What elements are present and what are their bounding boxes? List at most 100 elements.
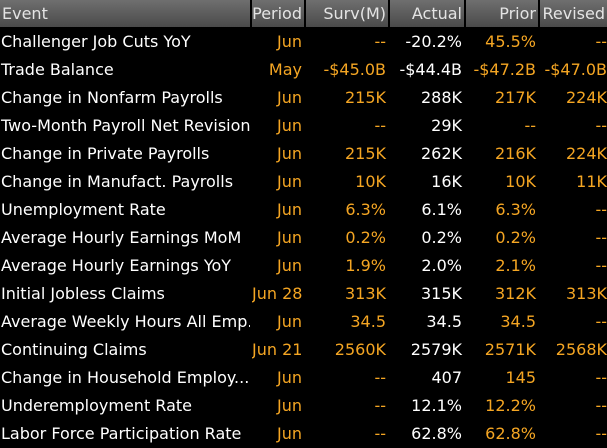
table-row[interactable]: Trade Balance May -$45.0B -$44.4B -$47.2B -$4… — [0, 56, 607, 84]
table-body: Challenger Job Cuts YoY Jun -- -20.2% 45.5% -… — [0, 28, 607, 448]
table-row[interactable]: Two-Month Payroll Net Revision Jun -- 29K --… — [0, 112, 607, 140]
prior-cell: 145 — [466, 364, 538, 392]
actual-cell: 62.8% — [390, 420, 464, 448]
period-cell: Jun 28 — [252, 280, 304, 308]
actual-cell: -20.2% — [390, 28, 464, 56]
survey-cell: -- — [306, 392, 388, 420]
prior-cell: 6.3% — [466, 196, 538, 224]
survey-cell: 34.5 — [306, 308, 388, 336]
actual-cell: 2579K — [390, 336, 464, 364]
actual-cell: 0.2% — [390, 224, 464, 252]
actual-cell: 407 — [390, 364, 464, 392]
period-cell: Jun 21 — [252, 336, 304, 364]
period-cell: Jun — [252, 364, 304, 392]
table-row[interactable]: Labor Force Participation Rate Jun -- 62.8%… — [0, 420, 607, 448]
revised-cell: 224K — [540, 140, 607, 168]
column-header-revised[interactable]: Revised — [540, 0, 607, 27]
period-cell: Jun — [252, 308, 304, 336]
revised-cell: -- — [540, 364, 607, 392]
revised-cell: -- — [540, 112, 607, 140]
revised-cell: -- — [540, 252, 607, 280]
survey-cell: -$45.0B — [306, 56, 388, 84]
table-row[interactable]: Underemployment Rate Jun -- 12.1% 12.2% -- — [0, 392, 607, 420]
prior-cell: 312K — [466, 280, 538, 308]
actual-cell: 12.1% — [390, 392, 464, 420]
column-header-actual[interactable]: Actual — [390, 0, 464, 27]
actual-cell: 6.1% — [390, 196, 464, 224]
column-header-event[interactable]: Event — [0, 0, 250, 27]
event-cell: Labor Force Participation Rate — [0, 420, 250, 448]
actual-cell: 34.5 — [390, 308, 464, 336]
table-row[interactable]: Initial Jobless Claims Jun 28 313K 315K 312K… — [0, 280, 607, 308]
period-cell: Jun — [252, 168, 304, 196]
survey-cell: 215K — [306, 140, 388, 168]
event-cell: Change in Household Employ... — [0, 364, 250, 392]
period-cell: Jun — [252, 28, 304, 56]
actual-cell: 29K — [390, 112, 464, 140]
table-row[interactable]: Average Hourly Earnings MoM Jun 0.2% 0.2% 0.… — [0, 224, 607, 252]
table-row[interactable]: Average Weekly Hours All Emp... Jun 34.5 34… — [0, 308, 607, 336]
event-cell: Underemployment Rate — [0, 392, 250, 420]
period-cell: Jun — [252, 196, 304, 224]
survey-cell: 1.9% — [306, 252, 388, 280]
period-cell: Jun — [252, 112, 304, 140]
revised-cell: 224K — [540, 84, 607, 112]
table-row[interactable]: Challenger Job Cuts YoY Jun -- -20.2% 45.5% -… — [0, 28, 607, 56]
event-cell: Change in Private Payrolls — [0, 140, 250, 168]
survey-cell: -- — [306, 420, 388, 448]
actual-cell: 262K — [390, 140, 464, 168]
prior-cell: 62.8% — [466, 420, 538, 448]
revised-cell: 11K — [540, 168, 607, 196]
revised-cell: -- — [540, 392, 607, 420]
event-cell: Initial Jobless Claims — [0, 280, 250, 308]
table-row[interactable]: Change in Household Employ... Jun -- 407 145… — [0, 364, 607, 392]
prior-cell: 2571K — [466, 336, 538, 364]
survey-cell: -- — [306, 112, 388, 140]
actual-cell: -$44.4B — [390, 56, 464, 84]
table-row[interactable]: Average Hourly Earnings YoY Jun 1.9% 2.0% 2.… — [0, 252, 607, 280]
actual-cell: 315K — [390, 280, 464, 308]
table-row[interactable]: Change in Nonfarm Payrolls Jun 215K 288K 217… — [0, 84, 607, 112]
event-cell: Average Hourly Earnings MoM — [0, 224, 250, 252]
period-cell: Jun — [252, 84, 304, 112]
table-row[interactable]: Change in Private Payrolls Jun 215K 262K 216… — [0, 140, 607, 168]
table-row[interactable]: Change in Manufact. Payrolls Jun 10K 16K 10K… — [0, 168, 607, 196]
period-cell: Jun — [252, 392, 304, 420]
table-row[interactable]: Continuing Claims Jun 21 2560K 2579K 2571K 25… — [0, 336, 607, 364]
table-header: Event Period Surv(M) Actual Prior Revise… — [0, 0, 607, 28]
revised-cell: 313K — [540, 280, 607, 308]
actual-cell: 16K — [390, 168, 464, 196]
period-cell: May — [252, 56, 304, 84]
table-row[interactable]: Unemployment Rate Jun 6.3% 6.1% 6.3% -- — [0, 196, 607, 224]
event-cell: Average Weekly Hours All Emp... — [0, 308, 250, 336]
prior-cell: 12.2% — [466, 392, 538, 420]
survey-cell: 215K — [306, 84, 388, 112]
column-header-survey[interactable]: Surv(M) — [306, 0, 388, 27]
event-cell: Trade Balance — [0, 56, 250, 84]
revised-cell: 2568K — [540, 336, 607, 364]
prior-cell: -$47.2B — [466, 56, 538, 84]
actual-cell: 288K — [390, 84, 464, 112]
survey-cell: 6.3% — [306, 196, 388, 224]
survey-cell: 313K — [306, 280, 388, 308]
prior-cell: 216K — [466, 140, 538, 168]
column-header-period[interactable]: Period — [252, 0, 304, 27]
event-cell: Continuing Claims — [0, 336, 250, 364]
survey-cell: 0.2% — [306, 224, 388, 252]
period-cell: Jun — [252, 252, 304, 280]
prior-cell: 217K — [466, 84, 538, 112]
prior-cell: -- — [466, 112, 538, 140]
revised-cell: -- — [540, 224, 607, 252]
period-cell: Jun — [252, 224, 304, 252]
event-cell: Two-Month Payroll Net Revision — [0, 112, 250, 140]
prior-cell: 45.5% — [466, 28, 538, 56]
prior-cell: 10K — [466, 168, 538, 196]
column-header-prior[interactable]: Prior — [466, 0, 538, 27]
survey-cell: 10K — [306, 168, 388, 196]
period-cell: Jun — [252, 420, 304, 448]
survey-cell: -- — [306, 28, 388, 56]
prior-cell: 34.5 — [466, 308, 538, 336]
event-cell: Average Hourly Earnings YoY — [0, 252, 250, 280]
revised-cell: -$47.0B — [540, 56, 607, 84]
